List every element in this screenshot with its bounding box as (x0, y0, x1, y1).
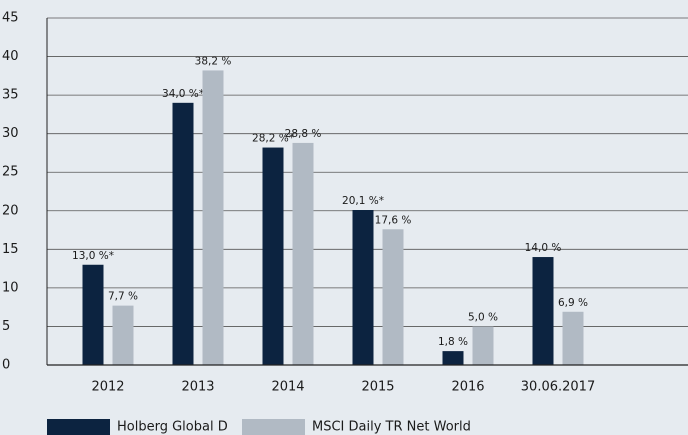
legend-swatch (242, 419, 305, 435)
value-label: 13,0 %* (72, 250, 114, 262)
y-tick-label: 10 (2, 280, 19, 295)
y-tick-label: 15 (2, 242, 19, 257)
y-tick-label: 45 (2, 11, 19, 26)
bar (352, 210, 374, 365)
value-label: 28,2 %* (252, 133, 294, 145)
x-tick-label: 30.06.2017 (521, 380, 595, 395)
value-label: 28,8 % (285, 128, 322, 140)
y-tick-label: 35 (2, 88, 19, 103)
value-label: 20,1 %* (342, 195, 384, 207)
bar (292, 142, 314, 365)
value-label: 5,0 % (468, 311, 498, 323)
x-tick-label: 2012 (91, 380, 124, 395)
x-tick-label: 2015 (361, 380, 394, 395)
value-label: 34,0 %* (162, 88, 204, 100)
y-tick-label: 0 (2, 358, 10, 373)
y-tick-label: 40 (2, 49, 19, 64)
legend-swatch (47, 419, 110, 435)
value-label: 14,0 % (525, 242, 562, 254)
y-tick-label: 20 (2, 203, 19, 218)
bar (172, 102, 194, 366)
bar (562, 311, 584, 365)
value-label: 38,2 % (195, 55, 232, 67)
bar (202, 70, 224, 366)
bar (532, 257, 554, 365)
value-label: 7,7 % (108, 291, 138, 303)
x-tick-label: 2013 (181, 380, 214, 395)
value-label: 1,8 % (438, 336, 468, 348)
x-tick-label: 2016 (451, 380, 484, 395)
value-label: 17,6 % (375, 214, 412, 226)
bar (382, 229, 404, 365)
x-tick-label: 2014 (271, 380, 304, 395)
bar (112, 305, 134, 365)
y-tick-label: 30 (2, 126, 19, 141)
legend-label: Holberg Global D (117, 420, 228, 435)
bar (82, 264, 104, 365)
bar (442, 351, 464, 365)
y-tick-label: 25 (2, 165, 19, 180)
bar (472, 326, 494, 365)
value-label: 6,9 % (558, 297, 588, 309)
y-tick-label: 5 (2, 319, 10, 334)
bar (262, 147, 284, 365)
legend-label: MSCI Daily TR Net World (312, 420, 471, 435)
